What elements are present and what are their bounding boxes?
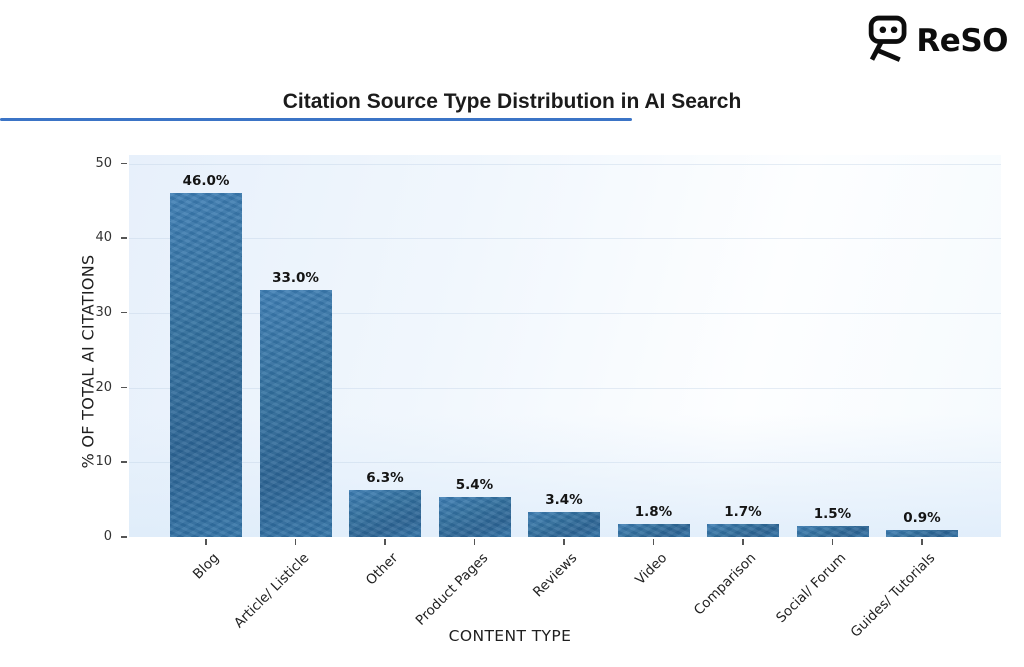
x-tick-mark [831, 539, 834, 545]
y-tick-label-0: 0 [103, 529, 112, 544]
x-tick-label: Other [362, 550, 402, 589]
title-underline-rule [0, 118, 632, 121]
bar-value-label: 5.4% [455, 477, 494, 493]
x-axis-title: CONTENT TYPE [448, 627, 572, 645]
page-title: Citation Source Type Distribution in AI … [282, 90, 742, 113]
y-tick-mark-30 [121, 311, 127, 314]
bar-article-listicle [259, 290, 332, 537]
bar-social-forum [796, 526, 869, 537]
x-tick-label: Article/ Listicle [230, 550, 312, 632]
bar-value-label: 1.8% [634, 504, 673, 520]
y-tick-label-30: 30 [95, 304, 112, 320]
bar-chart-plot-area [129, 155, 1001, 537]
x-tick-label: Blog [189, 550, 223, 583]
gridline-20 [129, 387, 1001, 389]
x-tick-mark [742, 539, 744, 545]
bar-value-label: 1.7% [724, 504, 762, 520]
reso-logo: ReSO [859, 14, 1008, 67]
gridline-10 [129, 462, 1001, 464]
y-tick-mark-0 [121, 536, 127, 538]
gridline-30 [129, 312, 1001, 314]
bar-value-label: 46.0% [182, 173, 230, 189]
x-tick-label: Social/ Forum [772, 550, 849, 627]
bar-reviews [528, 512, 600, 537]
x-tick-mark [921, 539, 923, 545]
y-tick-mark-50 [121, 162, 127, 164]
x-tick-mark [384, 539, 386, 545]
logo-wordmark: ReSO [916, 22, 1008, 59]
x-tick-label: Comparison [690, 550, 760, 619]
x-tick-label: Product Pages [412, 550, 491, 629]
bar-other [349, 490, 421, 537]
reso-robot-icon [859, 14, 911, 67]
bar-video [617, 524, 690, 537]
bar-value-label: 6.3% [366, 470, 404, 486]
gridline-50 [129, 163, 1001, 165]
x-tick-mark [205, 539, 207, 545]
x-tick-mark [652, 539, 655, 545]
x-tick-label: Reviews [529, 550, 581, 601]
y-tick-label-40: 40 [95, 230, 112, 246]
bar-product-pages [438, 497, 511, 537]
y-tick-label-50: 50 [95, 155, 112, 171]
y-tick-mark-10 [121, 461, 127, 463]
y-tick-label-10: 10 [95, 454, 112, 470]
bar-value-label: 3.4% [545, 492, 583, 508]
gridline-40 [129, 238, 1001, 240]
bar-blog [170, 193, 242, 537]
bar-value-label: 1.5% [813, 506, 852, 522]
x-tick-mark [294, 539, 297, 545]
bar-value-label: 33.0% [272, 270, 319, 286]
bar-value-label: 0.9% [903, 510, 941, 526]
y-axis-title: % OF TOTAL AI CITATIONS [78, 254, 98, 469]
y-tick-mark-20 [121, 386, 127, 389]
x-tick-label: Video [631, 550, 670, 589]
x-tick-mark [563, 539, 565, 545]
bar-guides-tutorials [886, 530, 958, 537]
x-tick-label: Guides/ Tutorials [847, 550, 939, 641]
bar-comparison [707, 524, 779, 537]
y-tick-label-20: 20 [95, 379, 112, 395]
y-tick-mark-40 [121, 237, 127, 239]
x-tick-mark [473, 539, 476, 545]
